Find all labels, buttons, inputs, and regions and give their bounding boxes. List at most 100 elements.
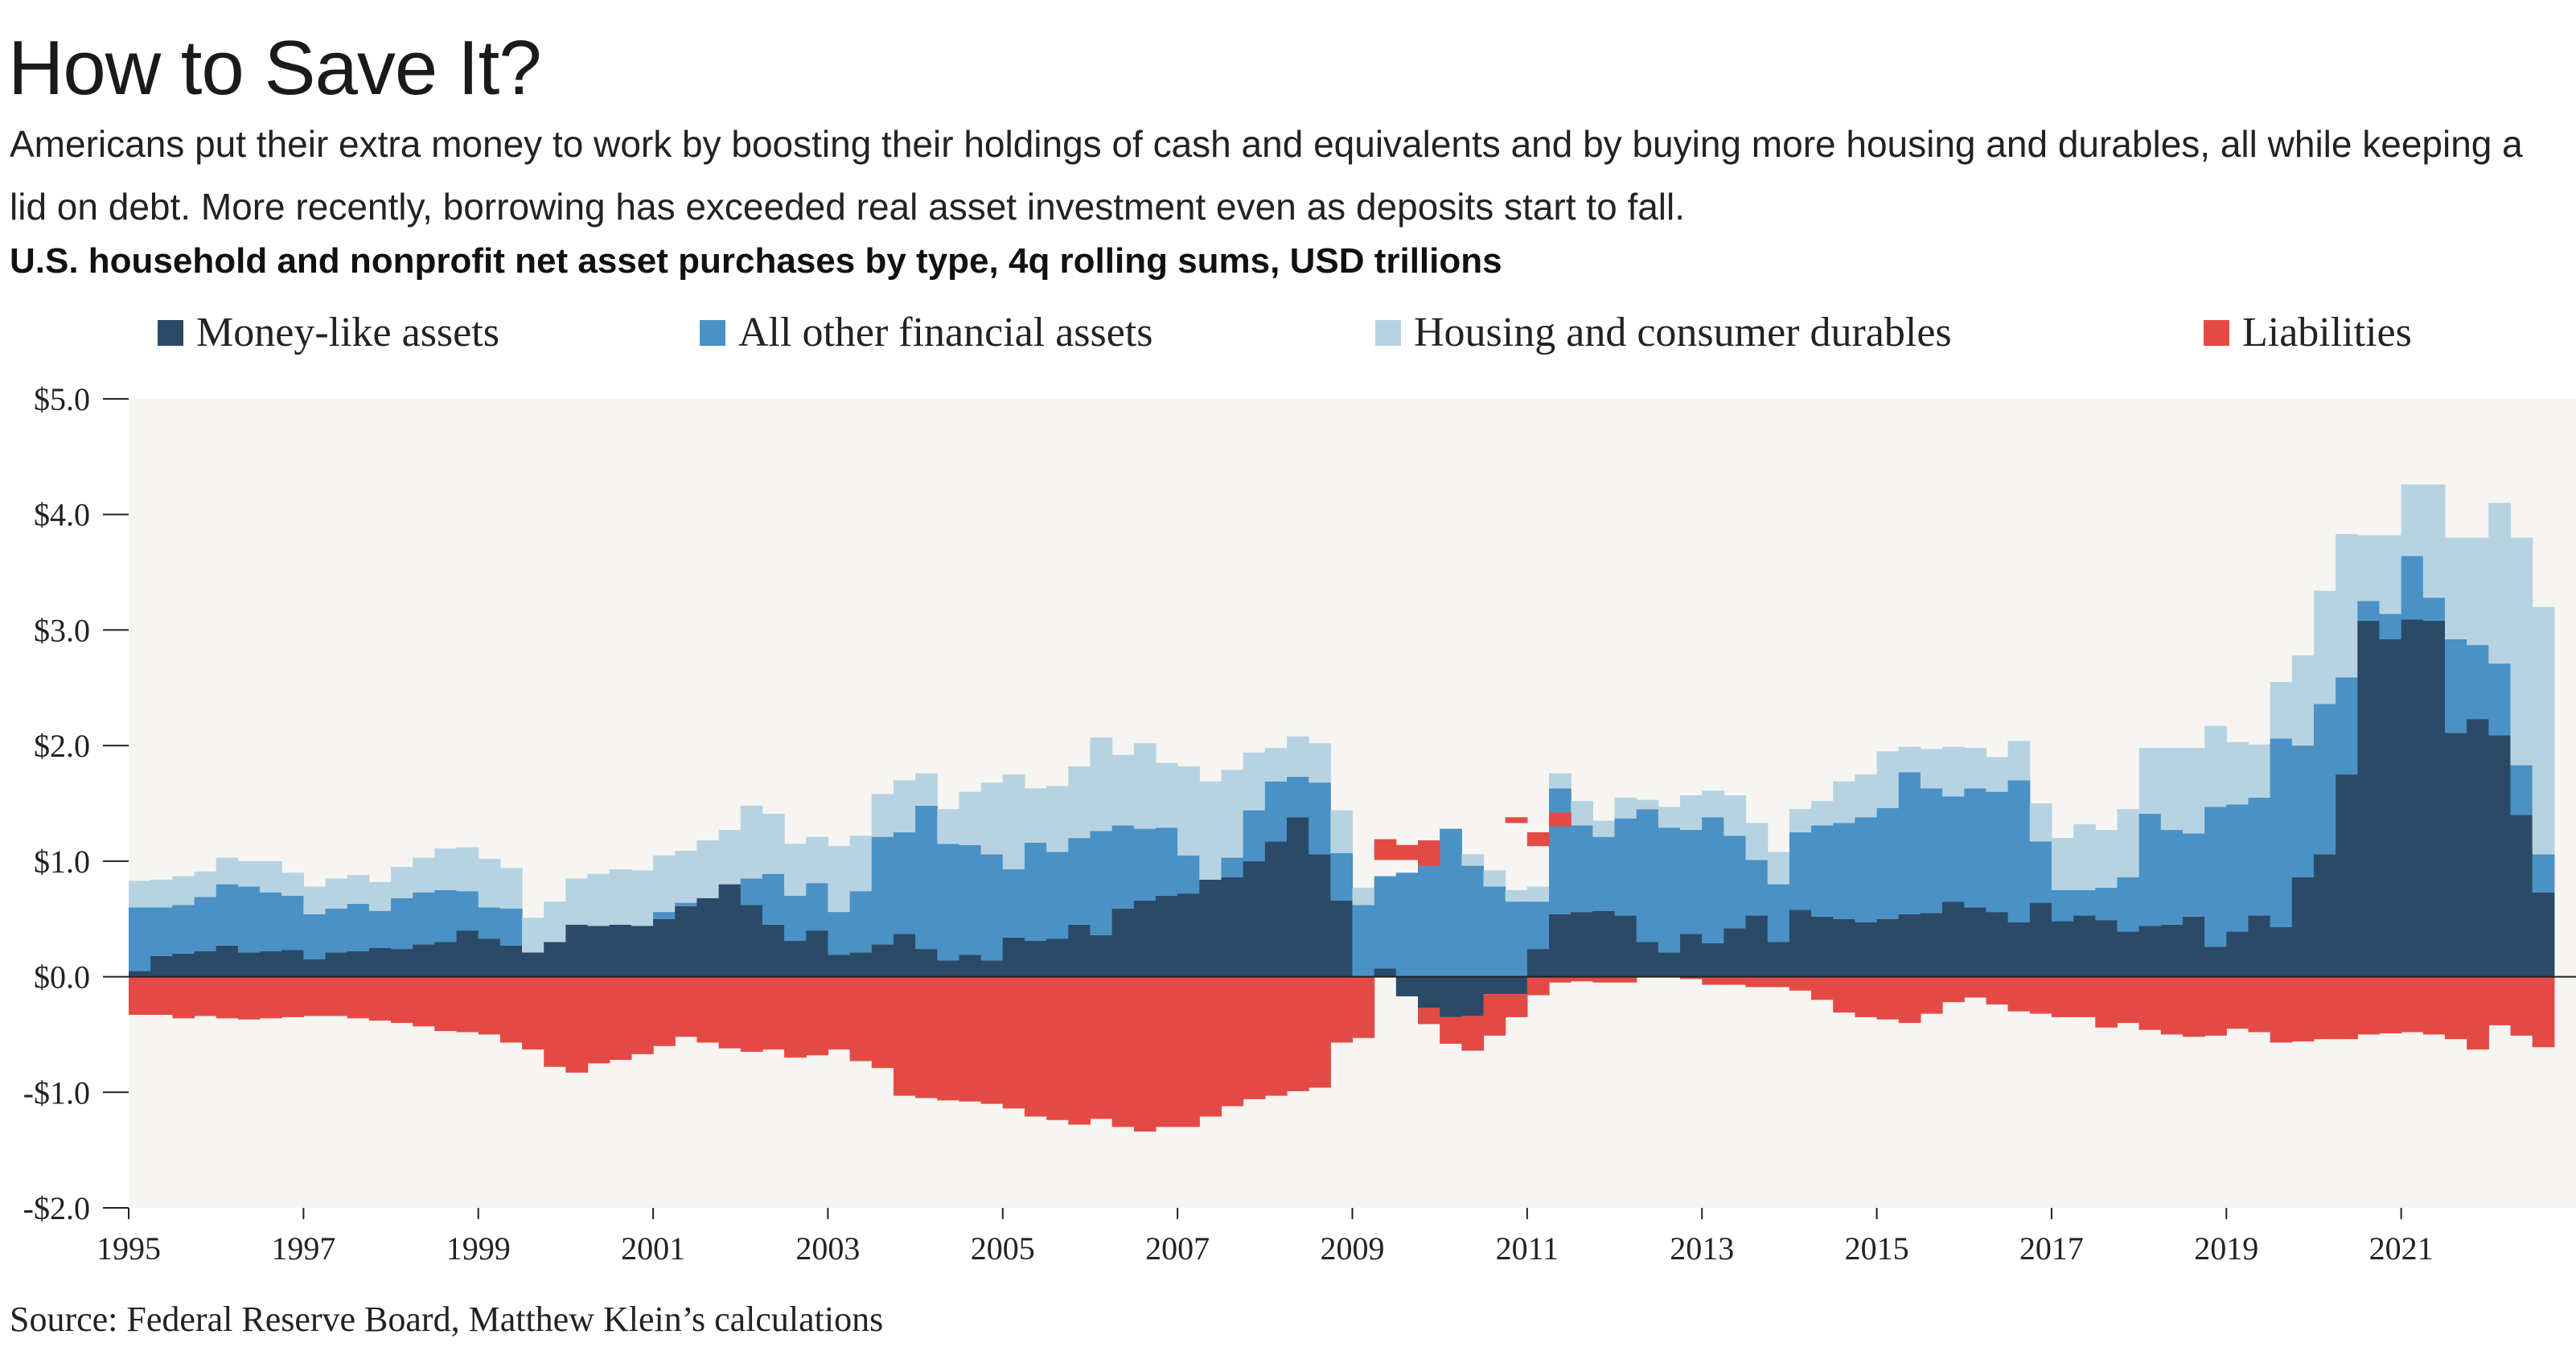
bar-money-like bbox=[1090, 934, 1113, 977]
bar-housing bbox=[740, 805, 763, 879]
bar-housing bbox=[806, 836, 829, 884]
bar-liabilities-positive bbox=[1505, 817, 1528, 823]
bar-liabilities bbox=[434, 976, 458, 1032]
y-tick-label: $1.0 bbox=[34, 844, 90, 880]
bar-money-like bbox=[1526, 949, 1550, 977]
bar-housing bbox=[1702, 790, 1724, 818]
bar-money-like bbox=[849, 952, 873, 977]
bar-liabilities bbox=[937, 976, 960, 1101]
x-tick-label: 2017 bbox=[2019, 1230, 2084, 1267]
source-note: Source: Federal Reserve Board, Matthew K… bbox=[10, 1300, 884, 1339]
bar-money-like bbox=[1483, 976, 1506, 995]
bar-liabilities bbox=[1526, 976, 1550, 996]
bar-money-like bbox=[260, 951, 282, 977]
x-tick-label: 2005 bbox=[971, 1230, 1035, 1267]
bar-money-like bbox=[1309, 854, 1331, 977]
legend-label-other-financial: All other financial assets bbox=[738, 310, 1153, 355]
bar-liabilities bbox=[718, 976, 742, 1049]
bar-money-like bbox=[565, 924, 589, 977]
legend-item-liabilities: Liabilities bbox=[2204, 309, 2412, 356]
bar-other-financial bbox=[1942, 796, 1965, 902]
bar-housing bbox=[2270, 682, 2293, 739]
bar-liabilities bbox=[2291, 976, 2315, 1042]
bar-other-financial bbox=[368, 910, 392, 948]
bar-other-financial bbox=[1374, 876, 1397, 969]
bar-housing bbox=[1614, 797, 1637, 819]
bar-money-like bbox=[499, 945, 523, 977]
bar-other-financial bbox=[2248, 797, 2271, 916]
bar-liabilities bbox=[303, 976, 327, 1016]
bar-liabilities bbox=[1309, 976, 1331, 1088]
bar-housing bbox=[2160, 748, 2184, 831]
bar-liabilities bbox=[347, 976, 370, 1019]
bar-other-financial bbox=[1920, 788, 1943, 914]
bar-money-like bbox=[347, 951, 370, 977]
bar-liabilities bbox=[2401, 976, 2424, 1033]
x-tick-label: 1997 bbox=[271, 1230, 335, 1267]
bar-money-like bbox=[1221, 877, 1244, 977]
bar-other-financial bbox=[980, 854, 1004, 961]
bar-other-financial bbox=[2226, 804, 2249, 932]
bar-housing bbox=[1177, 766, 1200, 856]
bar-other-financial bbox=[2379, 614, 2402, 639]
bar-other-financial bbox=[281, 895, 304, 951]
bar-liabilities bbox=[2379, 976, 2402, 1033]
bar-housing bbox=[1068, 766, 1091, 839]
bar-housing bbox=[499, 868, 523, 909]
bar-housing bbox=[1090, 737, 1113, 832]
bar-money-like bbox=[980, 960, 1004, 977]
bar-money-like bbox=[1002, 937, 1025, 977]
bar-housing bbox=[2510, 537, 2533, 766]
bar-money-like bbox=[1658, 952, 1681, 977]
bar-liabilities bbox=[2051, 976, 2074, 1017]
bar-housing bbox=[2313, 590, 2336, 704]
bar-liabilities bbox=[2204, 976, 2227, 1036]
bar-housing bbox=[129, 881, 151, 908]
bar-liabilities bbox=[281, 976, 304, 1017]
bar-housing bbox=[2117, 809, 2140, 877]
bar-other-financial bbox=[740, 878, 763, 905]
x-tick-label: 1999 bbox=[446, 1230, 511, 1267]
bar-housing bbox=[871, 794, 894, 837]
bar-liabilities bbox=[2488, 976, 2512, 1025]
bar-housing bbox=[1636, 799, 1659, 810]
bar-money-like bbox=[1286, 817, 1309, 977]
bar-housing bbox=[784, 844, 807, 896]
bar-other-financial bbox=[2029, 841, 2052, 903]
bar-liabilities bbox=[1811, 976, 1834, 1000]
bar-money-like bbox=[2182, 916, 2205, 977]
bar-money-like bbox=[1264, 841, 1288, 977]
bar-money-like bbox=[1243, 860, 1266, 977]
bar-housing bbox=[2422, 484, 2446, 598]
bar-other-financial bbox=[937, 844, 960, 961]
legend-swatch-money-like bbox=[158, 319, 183, 346]
bar-housing bbox=[522, 918, 544, 953]
bar-liabilities bbox=[675, 976, 698, 1037]
bar-money-like bbox=[2379, 639, 2402, 977]
bar-money-like bbox=[1374, 968, 1397, 977]
bar-money-like bbox=[2138, 926, 2162, 977]
bar-housing bbox=[2182, 748, 2205, 834]
bar-other-financial bbox=[915, 805, 938, 950]
bar-money-like bbox=[2007, 922, 2031, 977]
bar-other-financial bbox=[1745, 860, 1769, 916]
bar-housing bbox=[1855, 774, 1878, 818]
bar-liabilities bbox=[391, 976, 413, 1024]
bar-liabilities bbox=[2532, 976, 2555, 1048]
bar-liabilities bbox=[1243, 976, 1266, 1099]
bar-other-financial bbox=[1876, 807, 1900, 919]
bar-housing bbox=[2073, 823, 2096, 890]
bar-money-like bbox=[368, 947, 392, 977]
bar-housing bbox=[260, 860, 282, 893]
bar-other-financial bbox=[849, 891, 873, 953]
bar-money-like bbox=[2313, 854, 2336, 977]
bar-housing bbox=[959, 791, 982, 845]
bar-housing bbox=[653, 855, 676, 913]
bar-housing bbox=[587, 873, 610, 926]
bar-liabilities bbox=[740, 976, 763, 1052]
bar-housing bbox=[2357, 535, 2381, 602]
bar-liabilities bbox=[1592, 976, 1616, 983]
legend-label-housing: Housing and consumer durables bbox=[1414, 310, 1952, 355]
bar-other-financial bbox=[2401, 556, 2424, 620]
bar-other-financial bbox=[1155, 827, 1178, 896]
